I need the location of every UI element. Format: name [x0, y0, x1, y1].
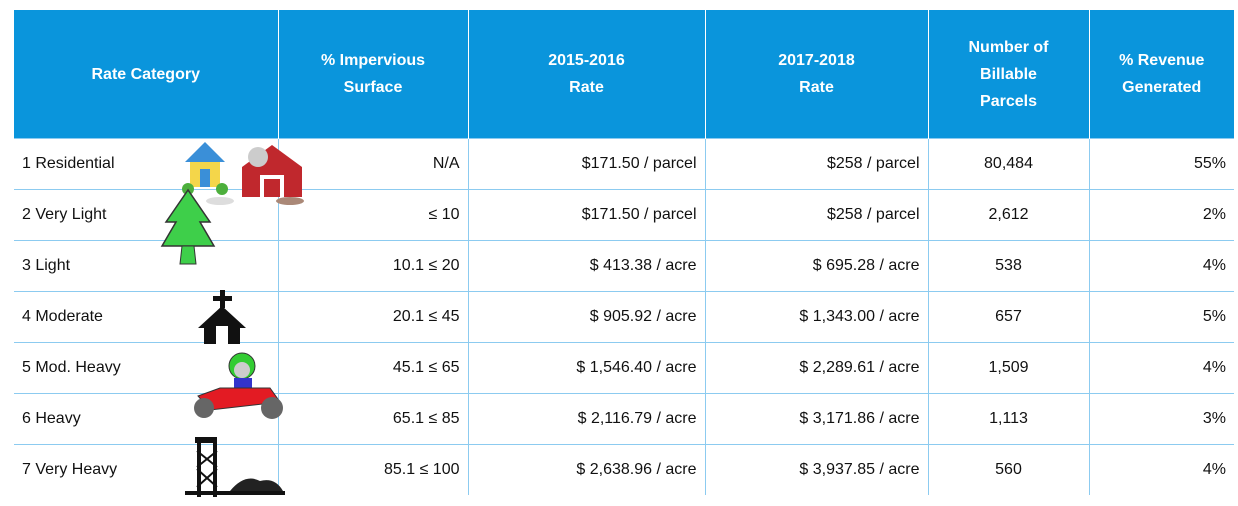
header-cell: % Revenue Generated [1089, 10, 1234, 139]
data-cell: $171.50 / parcel [468, 139, 705, 190]
data-cell: $171.50 / parcel [468, 190, 705, 241]
data-cell: $ 1,343.00 / acre [705, 292, 928, 343]
data-cell: 2% [1089, 190, 1234, 241]
header-cell: 2015-2016 Rate [468, 10, 705, 139]
data-cell: $ 2,638.96 / acre [468, 445, 705, 496]
data-cell: 560 [928, 445, 1089, 496]
church-icon [198, 290, 246, 346]
data-cell: $ 3,937.85 / acre [705, 445, 928, 496]
data-cell: 5% [1089, 292, 1234, 343]
data-cell: 4% [1089, 445, 1234, 496]
data-cell: 4% [1089, 343, 1234, 394]
car-icon [190, 352, 286, 422]
data-cell: $ 695.28 / acre [705, 241, 928, 292]
data-cell: 10.1 ≤ 20 [278, 241, 468, 292]
data-cell: 2,612 [928, 190, 1089, 241]
mine-icon [185, 437, 285, 497]
data-cell: 80,484 [928, 139, 1089, 190]
data-cell: 1,509 [928, 343, 1089, 394]
data-cell: $ 1,546.40 / acre [468, 343, 705, 394]
data-cell: $ 413.38 / acre [468, 241, 705, 292]
data-cell: $ 3,171.86 / acre [705, 394, 928, 445]
page: Rate Category% Impervious Surface2015-20… [0, 0, 1238, 506]
header-cell: Rate Category [14, 10, 278, 139]
data-cell: 3% [1089, 394, 1234, 445]
tree-icon [160, 188, 216, 268]
data-cell: 20.1 ≤ 45 [278, 292, 468, 343]
data-cell: 657 [928, 292, 1089, 343]
data-cell: 45.1 ≤ 65 [278, 343, 468, 394]
data-cell: $258 / parcel [705, 190, 928, 241]
data-cell: $ 2,289.61 / acre [705, 343, 928, 394]
data-cell: $ 905.92 / acre [468, 292, 705, 343]
data-cell: 538 [928, 241, 1089, 292]
data-cell: 55% [1089, 139, 1234, 190]
data-cell: 65.1 ≤ 85 [278, 394, 468, 445]
header-cell: % Impervious Surface [278, 10, 468, 139]
header-cell: 2017-2018 Rate [705, 10, 928, 139]
data-cell: 1,113 [928, 394, 1089, 445]
data-cell: 85.1 ≤ 100 [278, 445, 468, 496]
data-cell: 4% [1089, 241, 1234, 292]
data-cell: $ 2,116.79 / acre [468, 394, 705, 445]
category-cell: 3 Light [14, 241, 278, 292]
data-cell: $258 / parcel [705, 139, 928, 190]
header-cell: Number of Billable Parcels [928, 10, 1089, 139]
